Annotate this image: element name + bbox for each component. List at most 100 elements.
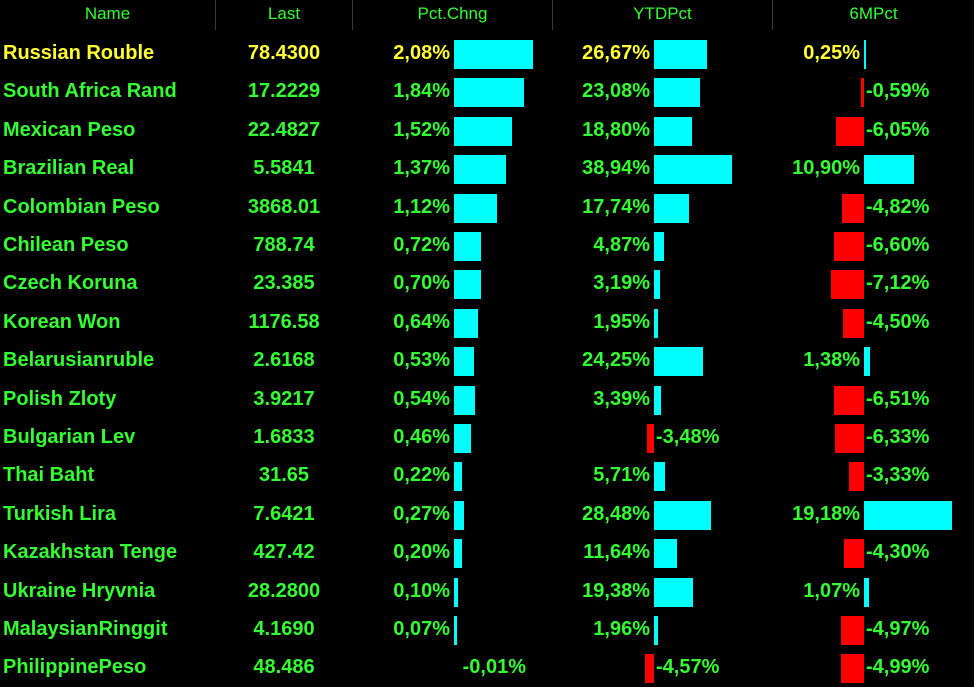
pct-change-bar <box>454 270 481 300</box>
table-row[interactable]: Belarusianruble 2.6168 0,53% 24,25% 1,38% <box>0 341 974 379</box>
column-header-name[interactable]: Name <box>0 0 216 30</box>
currency-name: Ukraine Hryvnia <box>3 579 156 602</box>
pct-change-bar <box>454 347 475 377</box>
ytd-pct-value: 38,94% <box>582 157 650 180</box>
six-month-pct-value: -6,60% <box>866 234 930 256</box>
pct-change-value: 0,07% <box>393 618 450 640</box>
table-row[interactable]: Kazakhstan Tenge 427.42 0,20% 11,64% -4,30% <box>0 533 974 571</box>
pct-change-value: 2,08% <box>393 42 450 64</box>
six-month-pct-bar <box>841 193 864 223</box>
table-header: Name Last Pct.Chng YTDPct 6MPct <box>0 0 974 30</box>
ytd-pct-value: 19,38% <box>582 579 650 602</box>
pct-change-bar <box>454 577 458 607</box>
column-header-last[interactable]: Last <box>216 0 353 30</box>
six-month-pct-value: -6,05% <box>866 118 930 141</box>
table-row[interactable]: Polish Zloty 3.9217 0,54% 3,39% -6,51% <box>0 380 974 418</box>
ytd-pct-bar <box>654 616 658 645</box>
last-price: 17.2229 <box>247 80 321 103</box>
six-month-pct-value: -4,30% <box>866 541 930 564</box>
six-month-pct-bar <box>861 78 864 108</box>
table-row[interactable]: Brazilian Real 5.5841 1,37% 38,94% 10,90% <box>0 149 974 187</box>
six-month-pct-bar <box>864 500 953 530</box>
currency-name: Czech Koruna <box>3 272 138 295</box>
pct-change-value: 0,20% <box>393 541 450 564</box>
six-month-pct-value: -6,33% <box>866 426 930 448</box>
ytd-pct-value: 23,08% <box>582 80 650 103</box>
pct-change-bar <box>454 462 463 492</box>
ytd-pct-value: 28,48% <box>582 502 650 525</box>
ytd-pct-value: -3,48% <box>656 426 720 448</box>
pct-change-value: 1,84% <box>393 80 450 103</box>
six-month-pct-bar <box>864 577 869 607</box>
ytd-pct-value: 18,80% <box>582 118 650 141</box>
six-month-pct-bar <box>841 654 864 684</box>
table-row[interactable]: Russian Rouble 78.4300 2,08% 26,67% 0,25% <box>0 34 974 72</box>
currency-name: PhilippinePeso <box>3 656 147 679</box>
table-row[interactable]: Colombian Peso 3868.01 1,12% 17,74% -4,82% <box>0 188 974 226</box>
ytd-pct-value: 1,96% <box>593 618 650 640</box>
last-price: 7.6421 <box>253 502 315 525</box>
table-row[interactable]: MalaysianRinggit 4.1690 0,07% 1,96% -4,97% <box>0 610 974 648</box>
currency-name: Russian Rouble <box>3 42 155 64</box>
currency-name: Bulgarian Lev <box>3 426 136 448</box>
pct-change-bar <box>454 424 472 453</box>
table-row[interactable]: Chilean Peso 788.74 0,72% 4,87% -6,60% <box>0 226 974 264</box>
table-row[interactable]: Korean Won 1176.58 0,64% 1,95% -4,50% <box>0 303 974 341</box>
column-header-6m-pct[interactable]: 6MPct <box>849 4 898 23</box>
six-month-pct-value: 10,90% <box>792 157 860 180</box>
pct-change-value: 0,27% <box>393 502 450 525</box>
last-price: 3.9217 <box>253 387 315 410</box>
last-price: 427.42 <box>253 541 315 564</box>
six-month-pct-value: -6,51% <box>866 387 930 410</box>
table-row[interactable]: PhilippinePeso 48.486 -0,01% -4,57% -4,99% <box>0 648 974 686</box>
ytd-pct-value: 17,74% <box>582 195 650 218</box>
pct-change-value: 0,72% <box>393 234 450 256</box>
ytd-pct-bar <box>654 193 690 223</box>
six-month-pct-value: 19,18% <box>792 502 860 525</box>
ytd-pct-bar <box>654 347 703 377</box>
pct-change-value: 0,22% <box>393 464 450 487</box>
last-price: 78.4300 <box>247 42 321 64</box>
ytd-pct-bar <box>654 40 708 69</box>
currency-name: Kazakhstan Tenge <box>3 541 178 564</box>
pct-change-value: 0,46% <box>393 426 450 448</box>
ytd-pct-bar <box>654 539 678 569</box>
ytd-pct-bar <box>654 270 661 300</box>
pct-change-value: 0,10% <box>393 579 450 602</box>
six-month-pct-value: -4,50% <box>866 310 930 333</box>
six-month-pct-bar <box>844 539 864 569</box>
table-row[interactable]: Bulgarian Lev 1.6833 0,46% -3,48% -6,33% <box>0 418 974 456</box>
ytd-pct-value: 26,67% <box>582 42 650 64</box>
currency-name: Chilean Peso <box>3 234 129 256</box>
pct-change-value: 0,64% <box>393 310 450 333</box>
pct-change-bar <box>454 539 462 569</box>
pct-change-bar <box>454 500 465 530</box>
ytd-pct-bar <box>654 78 701 108</box>
table-row[interactable]: Turkish Lira 7.6421 0,27% 28,48% 19,18% <box>0 495 974 533</box>
column-header-ytd-pct[interactable]: YTDPct <box>553 0 773 30</box>
table-row[interactable]: Czech Koruna 23.385 0,70% 3,19% -7,12% <box>0 264 974 302</box>
currency-name: South Africa Rand <box>3 80 177 103</box>
currency-name: Thai Baht <box>3 464 95 487</box>
ytd-pct-bar <box>654 308 658 338</box>
six-month-pct-bar <box>864 40 866 69</box>
last-price: 3868.01 <box>247 195 321 218</box>
ytd-pct-bar <box>654 155 732 185</box>
table-row[interactable]: Ukraine Hryvnia 28.2800 0,10% 19,38% 1,07% <box>0 572 974 610</box>
ytd-pct-value: 5,71% <box>593 464 650 487</box>
currency-name: Turkish Lira <box>3 502 116 525</box>
table-row[interactable]: South Africa Rand 17.2229 1,84% 23,08% -0,59… <box>0 72 974 110</box>
last-price: 5.5841 <box>253 157 315 180</box>
table-row[interactable]: Mexican Peso 22.4827 1,52% 18,80% -6,05% <box>0 111 974 149</box>
last-price: 4.1690 <box>253 618 315 640</box>
currency-name: Mexican Peso <box>3 118 136 141</box>
ytd-pct-bar <box>644 654 654 684</box>
table-row[interactable]: Thai Baht 31.65 0,22% 5,71% -3,33% <box>0 456 974 494</box>
last-price: 48.486 <box>253 656 315 679</box>
six-month-pct-value: -4,82% <box>866 195 930 218</box>
ytd-pct-value: 3,19% <box>593 272 650 295</box>
pct-change-value: 0,70% <box>393 272 450 295</box>
column-header-pct-chng[interactable]: Pct.Chng <box>353 0 553 30</box>
six-month-pct-value: -0,59% <box>866 80 930 103</box>
